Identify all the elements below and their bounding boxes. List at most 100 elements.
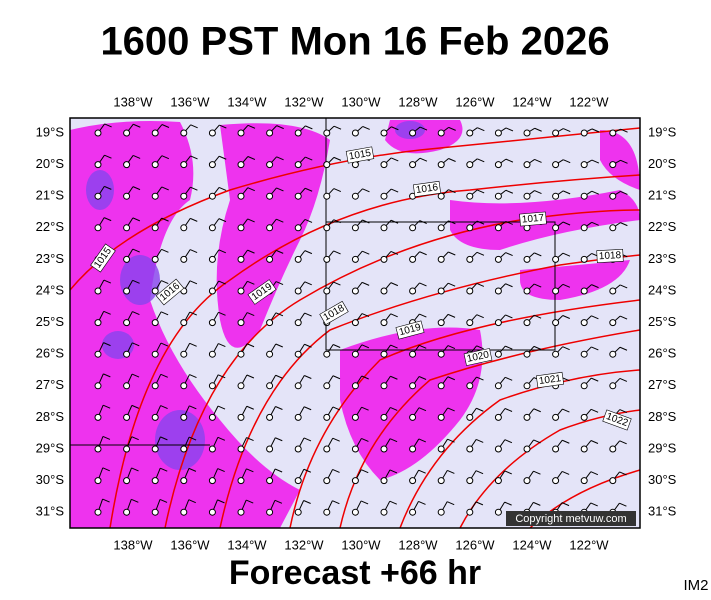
barb-flag [476,345,484,350]
barb-flag [247,249,255,254]
station [494,382,502,390]
latitude-label: 25°S [648,314,677,329]
barb-flag [276,156,284,161]
barb-flag [333,156,342,161]
station [123,413,131,421]
isobar-label-box [90,243,116,273]
station [294,382,302,390]
station [609,129,617,137]
barb-flag [246,468,254,473]
station [294,224,302,232]
station [266,445,274,453]
barb-flag [305,156,313,161]
barb-flag [246,499,254,504]
station [466,319,474,327]
station [437,192,445,200]
barb-flag [533,345,542,350]
longitude-label: 128°W [398,94,438,109]
station [180,508,188,516]
station [552,413,560,421]
station [580,255,588,263]
station [180,129,188,137]
station [208,192,216,200]
barb-flag [591,377,599,382]
barb-flag [103,279,112,284]
latitude-label: 22°S [648,219,677,234]
station [266,319,274,327]
barb-flag [419,126,428,131]
station [94,129,102,137]
barb-flag [275,312,284,317]
latitude-label: 21°S [648,188,677,203]
barb-flag [189,374,197,379]
station [323,161,331,169]
barb-flag [276,218,284,223]
station [237,319,245,327]
isobar-label-box [395,320,425,340]
barb-flag [247,218,255,223]
station [294,161,302,169]
station [151,319,159,327]
barb-flag [534,190,542,195]
barb-flag [505,158,514,163]
barb-flag [447,376,455,381]
barb-flag [333,250,341,255]
barb-flag [390,282,399,287]
barb-flag [332,375,341,380]
station [123,319,131,327]
barb-flag [361,281,370,286]
barb-flag [361,406,369,411]
isobar-label-group: 1017 [519,211,547,227]
station [351,508,359,516]
station [237,350,245,358]
barb-flag [304,312,312,317]
station [123,192,131,200]
station [123,161,131,169]
longitude-label: 122°W [569,94,609,109]
station [409,350,417,358]
station [123,129,131,137]
station [580,445,588,453]
station [151,224,159,232]
barb-flag [418,407,427,412]
station [237,508,245,516]
station [151,161,159,169]
station [494,445,502,453]
barb-flag [533,439,541,444]
station [552,319,560,327]
station [580,224,588,232]
station [180,413,188,421]
barb-flag [619,377,628,382]
barb-flag [217,468,225,473]
barb-flag [189,280,198,285]
barb-flag [161,280,169,285]
barb-flag [590,471,599,476]
latitude-label: 26°S [648,346,677,361]
station [523,413,531,421]
barb-flag [619,440,627,445]
barb-flag [534,127,542,132]
barb-flag [476,251,485,256]
barb-flag [418,469,426,474]
barb-flag [131,373,140,378]
station [323,287,331,295]
station [523,192,531,200]
station [409,445,417,453]
isobar-label-box [519,211,547,227]
barb-flag [447,313,456,318]
barb-flag [504,376,513,381]
barb-flag [389,438,398,443]
station [208,382,216,390]
station [266,255,274,263]
station [294,192,302,200]
station [609,477,617,485]
barb-flag [620,284,628,289]
station [580,129,588,137]
isobar-label-box [345,146,375,164]
barb-flag [504,470,512,475]
title: 1600 PST Mon 16 Feb 2026 [100,20,609,64]
barb-flag [161,186,169,191]
barb-flag [534,158,542,163]
forecast-label: Forecast +66 hr [229,554,481,592]
station [294,445,302,453]
